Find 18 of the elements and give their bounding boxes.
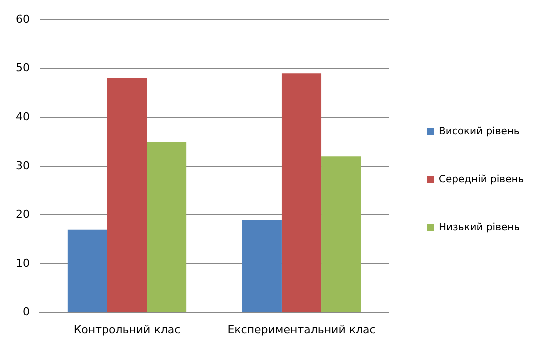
bar [322,156,362,312]
bar [147,142,187,312]
legend-label: Середній рівень [439,174,524,186]
legend-label: Низький рівень [439,222,520,234]
y-tick-label: 0 [22,306,30,319]
y-tick-label: 50 [16,62,30,75]
x-tick-label: Контрольний клас [74,323,181,336]
y-tick-label: 10 [16,256,30,270]
y-tick-label: 30 [16,159,30,172]
bar [242,220,282,312]
y-tick-label: 60 [16,12,30,26]
bar [107,78,148,312]
y-tick-label: 20 [16,208,30,222]
y-tick-label: 40 [16,110,30,124]
bar [68,230,108,312]
bar [282,74,322,312]
x-tick-label: Експериментальний клас [228,323,376,336]
legend-label: Високий рівень [439,126,520,138]
